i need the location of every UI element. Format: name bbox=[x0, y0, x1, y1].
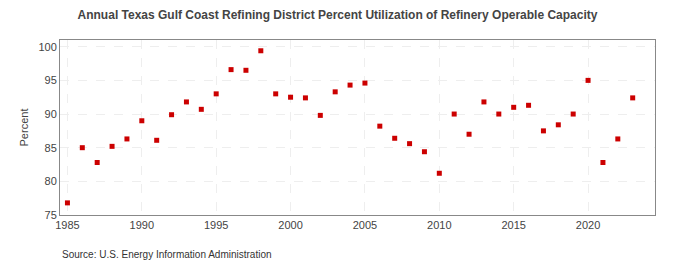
svg-text:2005: 2005 bbox=[353, 219, 377, 231]
svg-text:100: 100 bbox=[38, 41, 56, 53]
svg-text:2000: 2000 bbox=[278, 219, 302, 231]
svg-text:90: 90 bbox=[45, 108, 57, 120]
svg-text:1995: 1995 bbox=[204, 219, 228, 231]
svg-text:1985: 1985 bbox=[55, 219, 79, 231]
svg-text:95: 95 bbox=[45, 74, 57, 86]
svg-text:Source: U.S. Energy Informatio: Source: U.S. Energy Information Administ… bbox=[62, 249, 272, 260]
svg-text:Annual Texas Gulf Coast Refini: Annual Texas Gulf Coast Refining Distric… bbox=[78, 8, 598, 22]
svg-text:85: 85 bbox=[45, 142, 57, 154]
svg-text:1990: 1990 bbox=[130, 219, 154, 231]
svg-text:Percent: Percent bbox=[18, 109, 30, 147]
svg-text:2010: 2010 bbox=[427, 219, 451, 231]
svg-text:80: 80 bbox=[45, 175, 57, 187]
svg-text:75: 75 bbox=[45, 209, 57, 221]
svg-text:2015: 2015 bbox=[501, 219, 525, 231]
svg-text:2020: 2020 bbox=[576, 219, 600, 231]
